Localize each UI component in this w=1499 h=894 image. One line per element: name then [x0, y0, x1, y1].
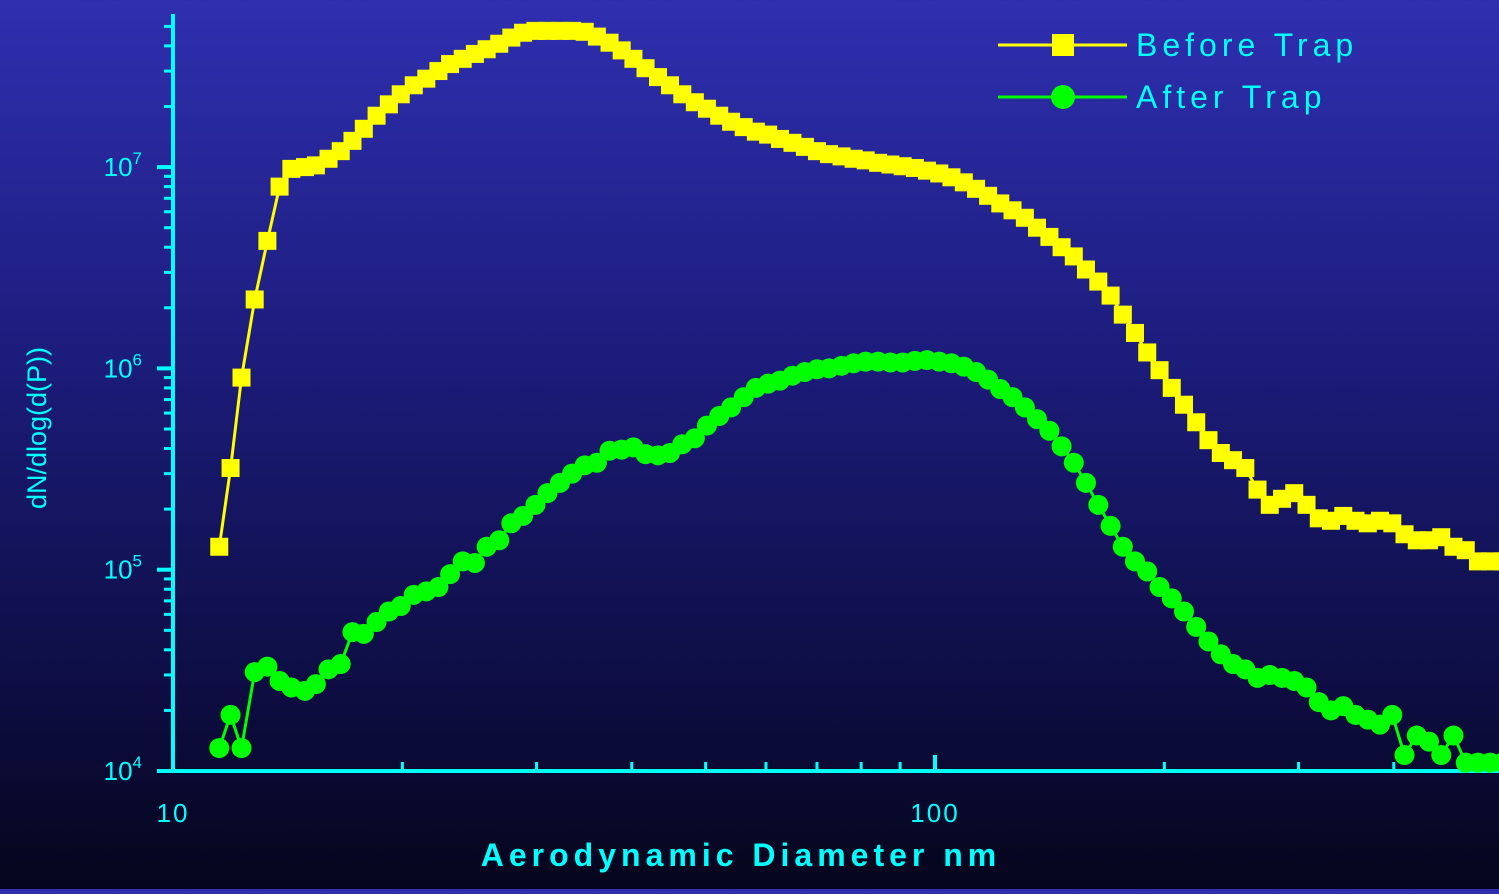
data-point-circle [390, 596, 411, 617]
legend-label: After Trap [1136, 79, 1327, 115]
data-point-square [1162, 378, 1181, 397]
data-point-circle [1382, 704, 1403, 725]
data-point-square [1187, 413, 1206, 432]
data-point-square [1113, 305, 1132, 324]
data-point-circle [684, 428, 705, 449]
data-point-circle [1173, 601, 1194, 622]
legend-item: Before Trap [998, 27, 1358, 63]
data-point-circle [1161, 588, 1182, 609]
data-point-circle [1296, 677, 1317, 698]
data-point-square [258, 231, 277, 250]
legend-marker-circle [1051, 85, 1075, 109]
data-point-circle [1137, 561, 1158, 582]
series-after-trap [209, 350, 1499, 773]
data-point-circle [1418, 731, 1439, 752]
data-point-circle [1492, 753, 1499, 773]
data-point-square [221, 459, 240, 478]
data-point-circle [209, 738, 230, 759]
data-point-square [1248, 480, 1267, 499]
series-line [217, 358, 1499, 765]
data-point-circle [220, 704, 241, 725]
data-point-square [1150, 361, 1169, 380]
legend-label: Before Trap [1136, 27, 1358, 63]
data-point-circle [1100, 515, 1121, 536]
data-point-circle [1394, 745, 1415, 766]
data-point-circle [489, 530, 510, 551]
data-point-circle [1112, 536, 1133, 557]
x-tick-label: 100 [910, 798, 959, 828]
data-point-circle [1186, 616, 1207, 637]
data-point-square [1089, 272, 1108, 291]
data-point-circle [1051, 436, 1072, 457]
data-point-circle [586, 452, 607, 473]
data-point-circle [440, 564, 461, 585]
y-tick-label: 105 [104, 552, 142, 585]
data-point-circle [1075, 472, 1096, 493]
y-axis-label: dN/dlog(d(P)) [22, 347, 52, 509]
data-point-circle [257, 656, 278, 677]
series-before-trap [210, 21, 1499, 571]
data-point-circle [1088, 494, 1109, 515]
data-point-square [232, 368, 251, 387]
data-point-square [1101, 286, 1120, 305]
legend-item: After Trap [998, 79, 1327, 115]
legend-marker-square [1052, 34, 1074, 56]
series-layer [209, 21, 1499, 773]
y-tick-label: 106 [104, 350, 142, 383]
x-axis-label: Aerodynamic Diameter nm [481, 837, 1001, 873]
data-point-square [1236, 459, 1255, 478]
data-point-circle [1039, 420, 1060, 441]
y-tick-label: 104 [104, 753, 142, 786]
data-point-square [270, 177, 289, 196]
data-point-square [1125, 323, 1144, 342]
data-point-square [210, 537, 229, 556]
axes: 104 105 106 107 10 100 [104, 14, 1499, 828]
data-point-circle [1431, 745, 1452, 766]
data-point-circle [1198, 631, 1219, 652]
data-point-circle [464, 552, 485, 573]
data-point-circle [330, 654, 351, 675]
data-point-circle [305, 674, 326, 695]
y-tick-label: 107 [104, 149, 142, 182]
data-point-square [1138, 343, 1157, 362]
data-point-square [245, 290, 264, 309]
data-point-circle [428, 577, 449, 598]
x-tick-label: 10 [157, 798, 190, 828]
data-point-circle [1443, 725, 1464, 746]
data-point-square [282, 159, 301, 178]
legend: Before Trap After Trap [998, 27, 1358, 115]
data-point-square [1493, 552, 1499, 571]
data-point-circle [353, 623, 374, 644]
data-point-circle [231, 738, 252, 759]
data-point-square [1174, 395, 1193, 414]
data-point-circle [1063, 452, 1084, 473]
